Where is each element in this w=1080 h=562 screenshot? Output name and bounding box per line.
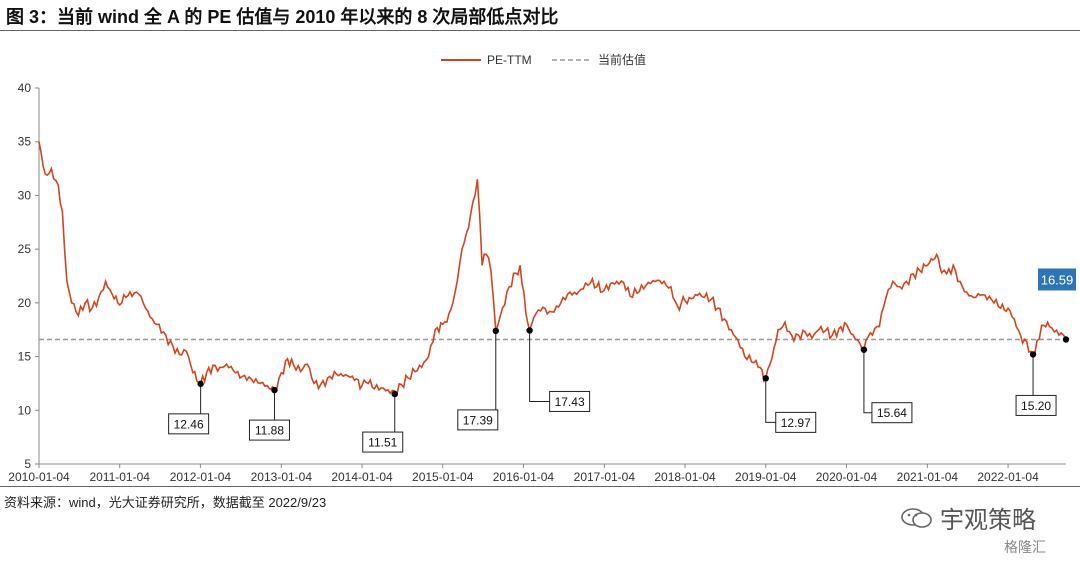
y-tick-label: 5 — [24, 457, 31, 471]
low-point-annotation: 12.97 — [762, 375, 817, 433]
annotation-box — [775, 411, 817, 433]
low-point-marker — [271, 386, 278, 394]
y-tick-label: 25 — [18, 242, 32, 256]
low-point-marker — [762, 375, 769, 382]
source-note: 资料来源：wind，光大证券研究所，数据截至 2022/9/23 — [4, 495, 327, 510]
annotation-box — [549, 390, 591, 412]
low-point-annotation: 12.46 — [168, 380, 210, 435]
x-tick-label: 2015-01-04 — [412, 470, 474, 484]
annotation-box — [362, 431, 404, 453]
chart-axes: 5 10 15 20 25 30 35 40 2010-01-04 2011-01-04 2012-… — [8, 81, 1066, 484]
annotation-label: 17.43 — [555, 395, 585, 409]
low-point-annotation: 15.20 — [1015, 351, 1057, 416]
footer-divider — [0, 486, 1080, 487]
annotation-label: 12.46 — [174, 417, 204, 431]
x-tick-label: 2020-01-04 — [816, 470, 878, 484]
low-point-marker — [391, 390, 398, 398]
annotation-label: 17.39 — [463, 413, 493, 427]
low-point-annotation: 11.88 — [248, 386, 290, 441]
x-tick-label: 2018-01-04 — [654, 470, 716, 484]
pe-ttm-series-line — [38, 141, 1067, 396]
current-point-marker — [1062, 336, 1070, 343]
watermark-text: 宇观策略 — [940, 507, 1036, 534]
legend-label-current: 当前估值 — [598, 52, 646, 67]
x-tick-label: 2022-01-04 — [977, 470, 1039, 484]
annotation-label: 11.88 — [255, 424, 284, 438]
x-tick-label: 2014-01-04 — [331, 470, 393, 484]
x-tick-label: 2016-01-04 — [493, 470, 555, 484]
y-tick-label: 30 — [18, 188, 32, 202]
annotation-box — [248, 419, 290, 441]
watermark: 宇观策略 — [900, 500, 1036, 535]
x-tick-label: 2010-01-04 — [8, 470, 70, 484]
current-value-badge — [1038, 268, 1076, 291]
y-tick-label: 40 — [18, 81, 32, 95]
annotation-box — [871, 402, 913, 424]
low-point-marker — [1029, 351, 1037, 358]
x-tick-label: 2013-01-04 — [251, 470, 313, 484]
annotation-box — [168, 413, 210, 435]
low-point-marker — [492, 327, 499, 335]
low-point-annotation: 15.64 — [860, 346, 913, 424]
y-tick-label: 35 — [18, 135, 32, 149]
x-tick-label: 2017-01-04 — [574, 470, 636, 484]
x-tick-label: 2021-01-04 — [897, 470, 959, 484]
pe-line-chart: PE-TTM 当前估值 5 10 15 20 25 30 35 40 2010-01-04 2011… — [8, 52, 1076, 484]
annotation-leader — [765, 378, 776, 423]
x-tick-label: 2019-01-04 — [735, 470, 797, 484]
current-value-label: 16.59 — [1041, 272, 1074, 287]
page-title: 图 3：当前 wind 全 A 的 PE 估值与 2010 年以来的 8 次局部… — [6, 7, 559, 27]
annotation-leader — [863, 349, 872, 414]
low-point-annotation: 17.43 — [526, 327, 591, 412]
low-point-marker — [197, 380, 204, 388]
annotation-label: 12.97 — [781, 416, 811, 430]
y-tick-label: 10 — [18, 403, 32, 417]
title-divider — [0, 30, 1080, 31]
low-point-annotation: 11.51 — [362, 390, 404, 453]
wechat-icon — [901, 507, 932, 528]
annotation-box — [1015, 394, 1057, 416]
x-tick-label: 2012-01-04 — [170, 470, 232, 484]
chart-legend: PE-TTM 当前估值 — [441, 52, 646, 67]
low-point-marker — [860, 346, 868, 353]
annotation-label: 11.51 — [368, 436, 397, 450]
watermark-secondary: 格隆汇 — [1004, 539, 1046, 555]
low-point-marker — [526, 327, 533, 334]
low-point-annotation: 17.39 — [457, 327, 499, 431]
annotation-label: 15.20 — [1021, 399, 1051, 413]
x-tick-label: 2011-01-04 — [89, 470, 150, 484]
annotation-leader — [529, 330, 550, 402]
y-tick-label: 20 — [18, 296, 32, 310]
chart-plot-area: 12.46 11.88 11.51 17.39 17.43 12.97 15.64 15.20… — [38, 141, 1076, 453]
y-tick-label: 15 — [18, 350, 32, 364]
annotation-label: 15.64 — [877, 406, 907, 420]
legend-label-pe-ttm: PE-TTM — [487, 53, 532, 67]
annotation-box — [457, 409, 499, 431]
